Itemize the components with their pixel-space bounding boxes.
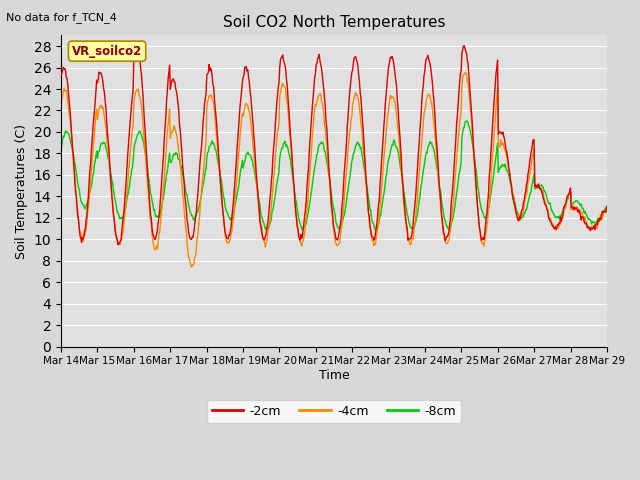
Text: VR_soilco2: VR_soilco2: [72, 45, 142, 58]
Y-axis label: Soil Temperatures (C): Soil Temperatures (C): [15, 123, 28, 259]
Title: Soil CO2 North Temperatures: Soil CO2 North Temperatures: [223, 15, 445, 30]
X-axis label: Time: Time: [319, 369, 349, 382]
Text: No data for f_TCN_4: No data for f_TCN_4: [6, 12, 117, 23]
Legend: -2cm, -4cm, -8cm: -2cm, -4cm, -8cm: [207, 400, 461, 423]
